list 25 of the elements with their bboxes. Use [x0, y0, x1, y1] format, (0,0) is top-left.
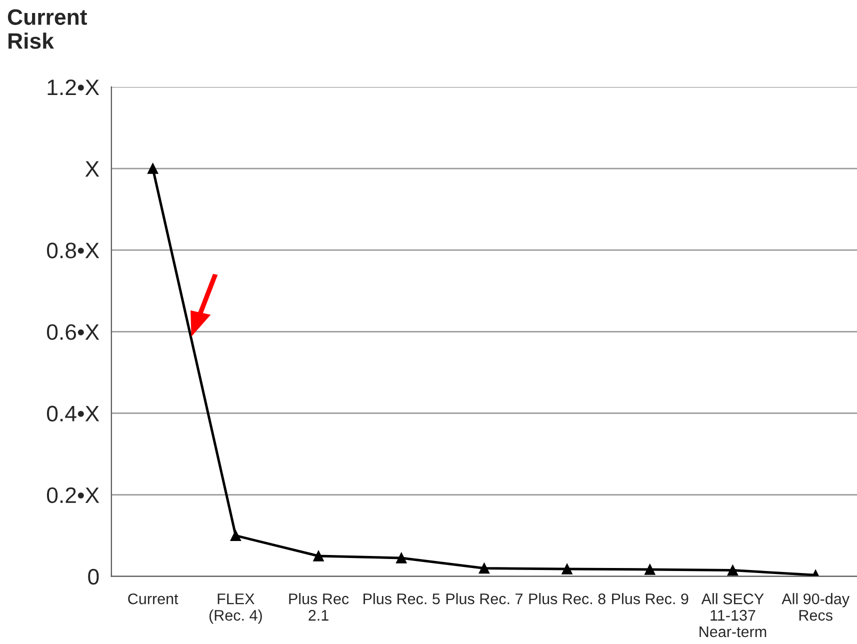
y-tick-label: X	[85, 161, 100, 177]
y-tick-label: 0.2•X	[46, 487, 100, 504]
x-tick-label: Current	[128, 593, 178, 604]
point	[478, 562, 490, 574]
point	[230, 530, 242, 541]
y-tick-label: 0.4•X	[46, 406, 100, 422]
point	[727, 564, 738, 576]
x-tick-label: Plus Rec. 9	[612, 593, 688, 604]
x-tick-label: All 90-day Recs	[782, 593, 850, 621]
y-tick-label: 0	[88, 568, 99, 585]
y-tick-label: 1.2•X	[48, 79, 100, 95]
x-tick-label: Plus Rec 2.1	[289, 593, 349, 621]
y-tick-label: 0.8•X	[46, 242, 100, 258]
point	[396, 552, 407, 564]
point	[147, 163, 158, 174]
x-tick-label: Plus Rec. 8	[529, 593, 606, 604]
y-tick-label: 0.6•X	[46, 324, 100, 340]
y-axis-title: Current Risk	[8, 9, 88, 49]
x-tick-label: Plus Rec. 7	[446, 593, 522, 604]
point	[644, 564, 656, 575]
x-tick-label: Plus Rec. 5	[364, 593, 440, 604]
x-tick-label: FLEX (Rec. 4)	[209, 594, 262, 624]
point	[562, 564, 572, 574]
point	[313, 550, 324, 562]
x-tick-label: All SECY 11-137 Near-term	[700, 593, 766, 638]
